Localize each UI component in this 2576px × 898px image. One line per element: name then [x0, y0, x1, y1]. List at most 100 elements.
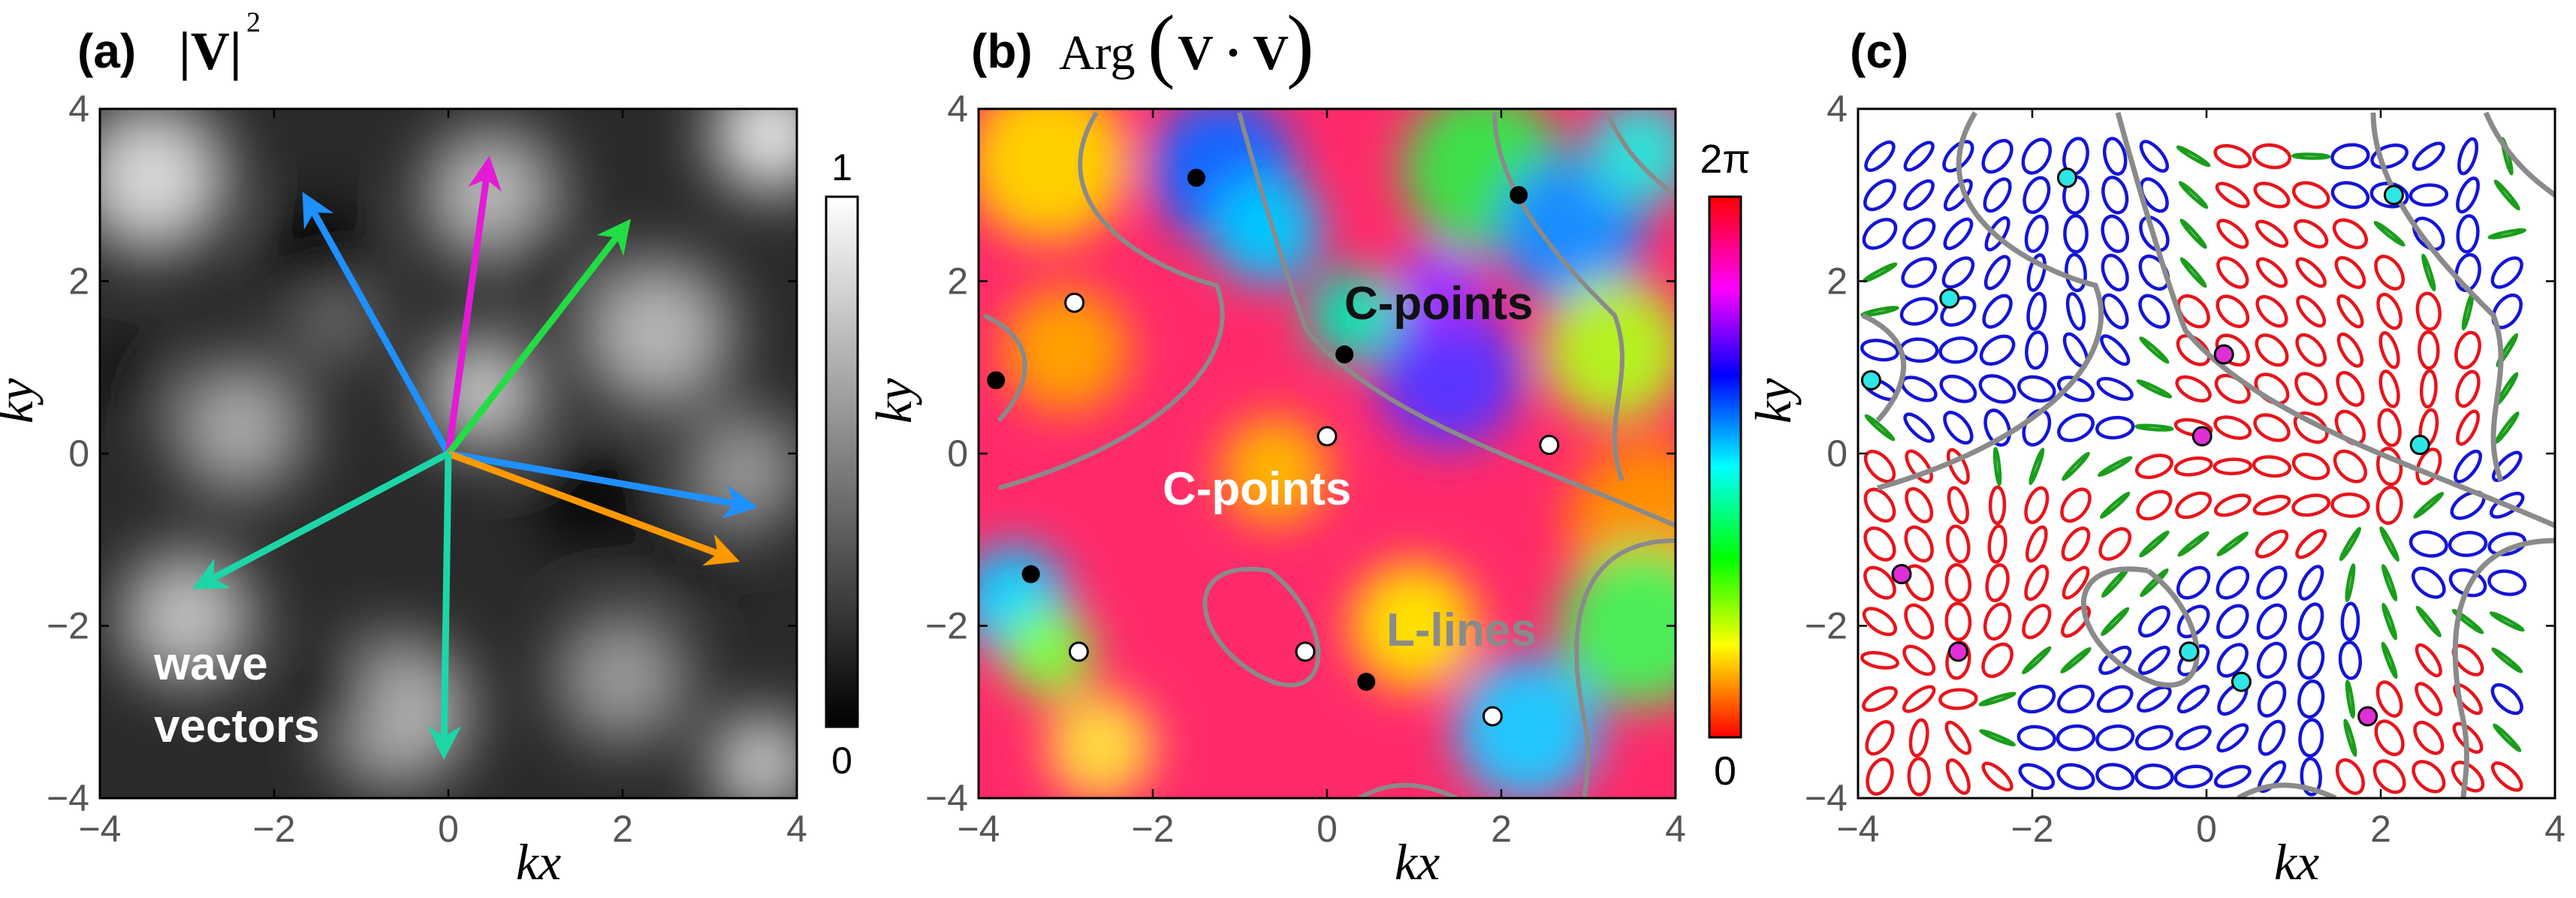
polarization-ellipse: [2411, 566, 2446, 599]
polarization-ellipse: [2134, 423, 2174, 432]
x-tick-label: −2: [252, 808, 295, 850]
y-tick-label: −4: [925, 777, 968, 819]
polarization-ellipse: [2494, 411, 2520, 444]
y-tick-label: 0: [1826, 432, 1848, 475]
polarization-ellipse: [2376, 292, 2403, 330]
polarization-ellipse: [2372, 759, 2406, 794]
c-point-white: [1068, 641, 1089, 662]
polarization-ellipse: [2026, 253, 2047, 292]
c-point-white: [1295, 641, 1316, 662]
polarization-ellipse: [1860, 651, 1899, 670]
c-point-cyan: [1860, 369, 1881, 390]
c-point-white: [1064, 292, 1085, 313]
x-tick-label: −4: [78, 808, 121, 850]
polarization-ellipse: [2381, 602, 2398, 640]
polarization-ellipse: [2061, 451, 2091, 481]
polarization-ellipse: [2215, 182, 2250, 209]
polarization-ellipse: [1992, 447, 2002, 487]
polarization-ellipse: [2256, 565, 2288, 600]
polarization-ellipse: [2491, 293, 2523, 330]
c-point-cyan: [2231, 671, 2252, 692]
polarization-ellipse: [2294, 372, 2328, 406]
x-tick-label: 2: [612, 808, 633, 850]
polarization-ellipse: [2381, 564, 2398, 601]
polarization-ellipse: [1945, 758, 1971, 795]
polarization-ellipse: [2454, 253, 2481, 292]
polarization-ellipse: [1944, 563, 1972, 603]
polarization-ellipse: [2413, 720, 2445, 755]
polarization-ellipse: [2496, 333, 2519, 367]
polarization-ellipse: [2139, 336, 2170, 364]
polarization-ellipse: [2134, 454, 2173, 480]
polarization-ellipse: [2456, 176, 2480, 214]
polarization-ellipse: [2379, 526, 2400, 562]
polarization-ellipse: [1904, 603, 1935, 640]
polarization-ellipse: [2256, 641, 2288, 680]
polarization-ellipse: [2412, 141, 2445, 171]
polarization-ellipse: [2252, 455, 2292, 478]
x-tick-label: 0: [1317, 808, 1338, 850]
polarization-ellipse: [2100, 334, 2131, 366]
colorbar-a-min: 0: [831, 740, 852, 782]
polarization-ellipse: [2334, 256, 2366, 289]
polarization-ellipse: [2065, 252, 2087, 293]
polarization-ellipse: [2297, 640, 2325, 680]
polarization-ellipse: [1979, 334, 2016, 366]
y-tick-label: 0: [947, 432, 968, 475]
polarization-ellipse: [1983, 255, 2011, 291]
polarization-ellipse: [2175, 375, 2212, 403]
polarization-ellipse: [1860, 339, 1899, 362]
polarization-ellipse: [2489, 611, 2525, 632]
polarization-ellipse: [1938, 336, 1978, 364]
panel-b: (b) Arg ( V · V ) C-points C-points L-li…: [971, 0, 1751, 798]
polarization-ellipse: [1978, 692, 2016, 707]
polarization-ellipse: [2134, 763, 2174, 790]
polarization-ellipse: [2375, 485, 2403, 525]
polarization-ellipse: [2216, 723, 2249, 753]
polarization-ellipse: [1979, 728, 2016, 747]
polarization-ellipse: [2296, 295, 2327, 328]
polarization-ellipse: [1981, 761, 2013, 792]
polarization-ellipse: [2139, 140, 2170, 173]
polarization-ellipse: [2487, 532, 2527, 556]
polarization-ellipse: [1903, 179, 1935, 211]
c-point-white: [1482, 706, 1503, 727]
svg-text:(: (: [1148, 0, 1175, 90]
c-point-magenta: [2213, 344, 2234, 365]
polarization-ellipse: [2017, 684, 2056, 714]
polarization-ellipse: [2018, 763, 2056, 791]
polarization-ellipse: [2412, 760, 2446, 794]
polarization-ellipse: [2291, 493, 2331, 517]
polarization-ellipse: [2173, 417, 2213, 438]
polarization-ellipse: [2099, 491, 2131, 520]
polarization-ellipse: [2415, 605, 2442, 637]
polarization-ellipse: [2176, 684, 2210, 714]
polarization-ellipse: [2216, 294, 2250, 328]
polarization-ellipse: [1946, 524, 1971, 564]
polarization-ellipse: [2253, 413, 2291, 442]
polarization-ellipse: [2298, 565, 2324, 601]
polarization-ellipse: [2461, 292, 2475, 331]
polarization-ellipse: [2336, 332, 2364, 368]
polarization-ellipse: [1943, 217, 1974, 251]
polarization-ellipse: [1863, 179, 1896, 212]
wave-vector-arrow: [427, 453, 462, 761]
polarization-ellipse: [1864, 140, 1896, 172]
c-point-black: [1357, 673, 1376, 692]
y-tick-label: 2: [1826, 261, 1848, 303]
polarization-ellipse: [2173, 764, 2213, 789]
c-point-white: [1539, 435, 1560, 456]
polarization-ellipse: [2295, 333, 2327, 367]
polarization-ellipse: [2022, 176, 2051, 214]
c-point-magenta: [1947, 641, 1968, 662]
polarization-ellipse: [2253, 182, 2291, 209]
c-point-cyan: [2409, 435, 2430, 456]
polarization-ellipse: [2454, 449, 2482, 484]
wave-vectors: [192, 155, 759, 761]
c-point-cyan: [2056, 167, 2077, 188]
polarization-ellipse: [2298, 718, 2324, 758]
c-point-magenta: [2357, 706, 2378, 727]
polarization-ellipse: [2062, 565, 2090, 600]
polarization-ellipse: [1864, 414, 1896, 441]
polarization-ellipse: [2381, 641, 2398, 680]
